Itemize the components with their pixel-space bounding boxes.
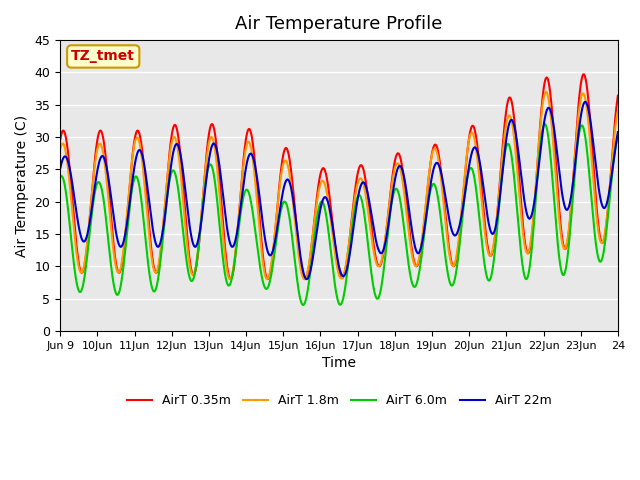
AirT 22m xyxy=(614,129,621,135)
Text: TZ_tmet: TZ_tmet xyxy=(71,49,135,63)
AirT 1.8m xyxy=(167,146,175,152)
AirT 22m xyxy=(56,166,64,172)
Title: Air Temperature Profile: Air Temperature Profile xyxy=(236,15,443,33)
AirT 1.8m xyxy=(548,131,556,136)
AirT 1.8m xyxy=(542,89,550,95)
AirT 0.35m xyxy=(227,276,234,282)
AirT 6.0m xyxy=(243,187,250,192)
AirT 1.8m xyxy=(180,210,188,216)
AirT 22m xyxy=(243,162,250,168)
AirT 22m xyxy=(303,276,310,282)
AirT 0.35m xyxy=(167,140,175,146)
AirT 6.0m xyxy=(548,175,556,181)
AirT 6.0m xyxy=(167,172,175,178)
AirT 0.35m xyxy=(499,142,507,148)
AirT 1.8m xyxy=(243,143,250,148)
AirT 0.35m xyxy=(548,108,556,113)
AirT 0.35m xyxy=(243,131,251,136)
AirT 1.8m xyxy=(499,150,507,156)
AirT 22m xyxy=(167,166,175,171)
AirT 0.35m xyxy=(426,165,434,170)
AirT 6.0m xyxy=(180,239,188,244)
AirT 1.8m xyxy=(56,146,64,152)
AirT 0.35m xyxy=(180,197,188,203)
AirT 22m xyxy=(180,178,188,183)
AirT 6.0m xyxy=(300,302,307,308)
X-axis label: Time: Time xyxy=(322,356,356,370)
Line: AirT 1.8m: AirT 1.8m xyxy=(60,92,618,279)
AirT 6.0m xyxy=(614,135,621,141)
AirT 22m xyxy=(426,186,434,192)
AirT 1.8m xyxy=(301,276,308,282)
AirT 6.0m xyxy=(426,190,434,196)
AirT 6.0m xyxy=(541,121,549,127)
AirT 1.8m xyxy=(614,108,621,114)
Legend: AirT 0.35m, AirT 1.8m, AirT 6.0m, AirT 22m: AirT 0.35m, AirT 1.8m, AirT 6.0m, AirT 2… xyxy=(122,389,556,412)
Line: AirT 0.35m: AirT 0.35m xyxy=(60,74,618,279)
AirT 0.35m xyxy=(56,137,64,143)
AirT 22m xyxy=(548,113,556,119)
Y-axis label: Air Termperature (C): Air Termperature (C) xyxy=(15,114,29,256)
AirT 1.8m xyxy=(426,165,434,170)
AirT 6.0m xyxy=(56,174,64,180)
AirT 6.0m xyxy=(499,166,507,171)
Line: AirT 22m: AirT 22m xyxy=(60,102,618,279)
AirT 0.35m xyxy=(580,72,588,77)
AirT 22m xyxy=(582,99,589,105)
AirT 0.35m xyxy=(614,93,621,98)
AirT 22m xyxy=(499,167,507,172)
Line: AirT 6.0m: AirT 6.0m xyxy=(60,124,618,305)
